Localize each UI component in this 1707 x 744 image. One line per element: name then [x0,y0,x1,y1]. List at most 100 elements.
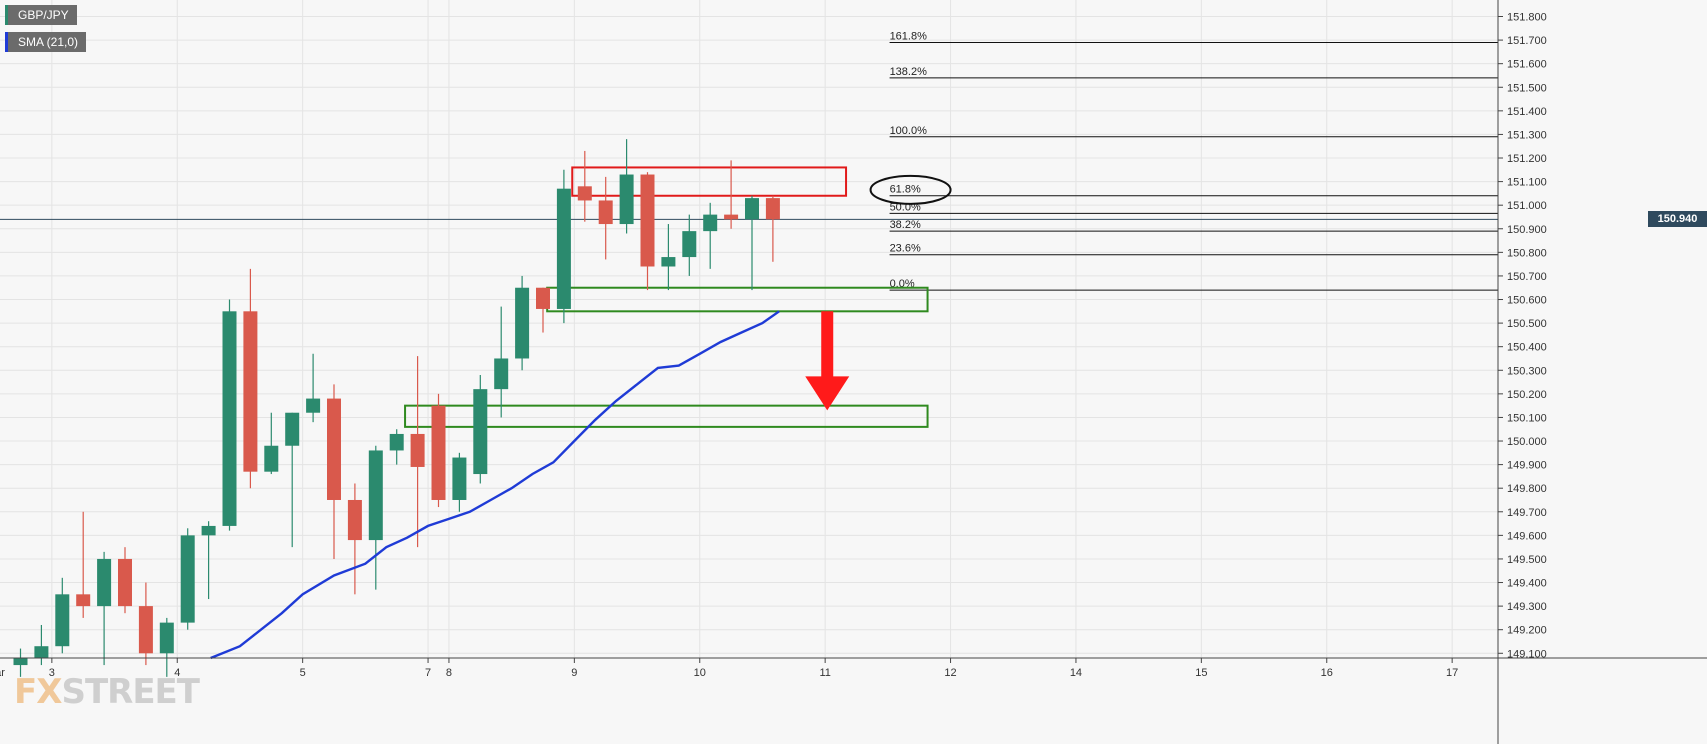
candle-body [494,358,509,390]
y-tick-label: 151.200 [1507,153,1547,165]
y-tick-label: 151.400 [1507,106,1547,118]
candle [577,150,592,222]
candle-body [598,200,613,225]
candle [536,287,550,333]
x-tick-label: 8 [446,667,452,679]
candle-body [327,398,341,500]
fib-level-label: 100.0% [890,125,928,137]
y-tick-label: 149.500 [1507,554,1547,566]
candle-body [452,457,467,500]
candle-body [13,658,28,666]
candle-body [515,287,530,359]
x-tick-label: 4 [174,667,180,679]
fib-level-label: 23.6% [890,243,921,255]
candle-body [473,389,488,475]
y-tick-label: 150.000 [1507,436,1547,448]
candle [159,617,174,677]
candle-body [118,558,132,607]
candle [494,306,509,418]
x-tick-label: 12 [944,667,956,679]
candle-body [536,287,550,309]
candle-body [264,445,279,472]
x-tick-label: 15 [1195,667,1207,679]
y-tick-label: 151.700 [1507,35,1547,47]
y-tick-label: 149.700 [1507,507,1547,519]
candle-body [138,606,153,654]
fib-level-label: 138.2% [890,66,928,78]
symbol-tag[interactable]: GBP/JPY [5,5,77,25]
candle-body [347,499,362,541]
candle [703,202,718,269]
candle [452,452,467,512]
candle [640,172,655,291]
candle-body [745,198,759,220]
y-tick-label: 150.500 [1507,318,1547,330]
candle [724,160,739,229]
candle [556,169,571,324]
indicator-tag[interactable]: SMA (21,0) [5,32,87,52]
y-tick-label: 150.900 [1507,224,1547,236]
y-tick-label: 151.000 [1507,200,1547,212]
candle-body [619,174,634,225]
candle [138,582,153,666]
candle-body [222,311,237,526]
zone-box [404,404,929,428]
y-tick-label: 150.300 [1507,365,1547,377]
candle [410,356,425,548]
y-tick-label: 149.100 [1507,648,1547,660]
y-tick-label: 151.100 [1507,177,1547,189]
fib-level-label: 38.2% [890,219,921,231]
candle-body [724,214,739,220]
candle-body [285,412,300,446]
y-tick-label: 149.600 [1507,530,1547,542]
candle [55,577,70,654]
candle [619,139,634,234]
x-tick-label: 14 [1070,667,1082,679]
candle [389,429,404,465]
annotations [805,174,952,411]
y-tick-label: 149.300 [1507,601,1547,613]
x-tick-label: Mar [0,667,5,679]
y-tick-label: 149.900 [1507,460,1547,472]
y-tick-label: 150.800 [1507,247,1547,259]
candle-body [368,450,383,541]
x-tick-label: 16 [1321,667,1333,679]
candle-body [640,174,655,267]
y-tick-label: 151.800 [1507,12,1547,24]
candle-body [765,198,780,220]
y-tick-label: 149.400 [1507,578,1547,590]
candle-body [431,405,446,500]
down-arrow [805,311,850,411]
x-axis: Mar 3 4 5 7 8 9 10 11 12 14 15 16 17 [0,657,1707,679]
candle [347,483,362,595]
candle [473,374,488,484]
fib-highlight-ellipse [869,174,952,205]
candle-body [243,311,258,472]
candle [13,648,28,677]
y-tick-label: 150.400 [1507,342,1547,354]
candle [431,393,446,508]
y-tick-label: 150.200 [1507,389,1547,401]
candle [201,521,216,600]
candle [598,176,613,260]
x-tick-label: 5 [300,667,306,679]
candle-body [34,646,49,658]
fib-level-label: 61.8% [890,184,921,196]
candles [13,139,780,677]
candle-body [159,622,174,654]
x-tick-label: 9 [571,667,577,679]
candle [97,551,112,666]
fib-level-label: 161.8% [890,30,928,42]
candle [180,528,195,630]
candle [682,214,697,276]
candle-body [76,594,91,607]
x-tick-label: 3 [49,667,55,679]
candle [745,195,759,291]
y-tick-label: 150.100 [1507,412,1547,424]
candle [515,275,530,371]
y-tick-label: 150.700 [1507,271,1547,283]
fibonacci-levels: 161.8%138.2%100.0%61.8%50.0%38.2%23.6%0.… [0,30,1498,291]
candle [368,445,383,590]
candle-body [661,257,676,267]
candle [264,412,279,475]
